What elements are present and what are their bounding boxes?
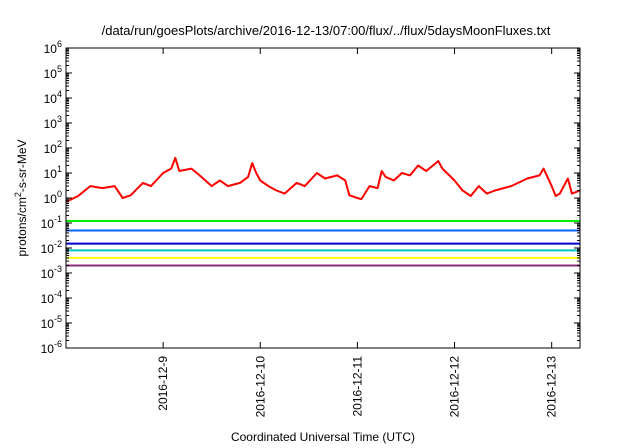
y-tick-label: 10-5 <box>41 314 62 331</box>
y-tick-label: 106 <box>44 39 62 56</box>
x-tick-label: 2016-12-10 <box>253 356 267 418</box>
series-line <box>65 156 581 203</box>
y-tick-label: 10-4 <box>41 289 62 306</box>
y-tick-label: 103 <box>44 114 62 131</box>
plot-frame <box>65 47 581 349</box>
y-tick-label: 104 <box>44 89 62 106</box>
y-tick-label: 10-3 <box>41 264 62 281</box>
x-tick-label: 2016-12-13 <box>545 356 559 418</box>
y-tick-label: 10-1 <box>41 214 62 231</box>
series-layer <box>65 156 581 267</box>
y-axis-label: protons/cm2-s-sr-MeV <box>13 139 29 256</box>
x-tick-label: 2016-12-11 <box>350 356 364 417</box>
y-tick-label: 101 <box>44 164 62 181</box>
y-tick-label: 10-6 <box>41 339 62 356</box>
x-axis-label: Coordinated Universal Time (UTC) <box>231 430 415 444</box>
axis-layer: 10-6 10-5 10-4 10-3 10-2 10-1 100 101 102 103 104 1… <box>41 39 580 417</box>
y-tick-label: 100 <box>44 189 62 206</box>
y-tick-label: 105 <box>44 64 62 81</box>
x-tick-label: 2016-12-12 <box>448 356 462 418</box>
x-tick-label: 2016-12-9 <box>156 356 170 411</box>
y-tick-label: 102 <box>44 139 62 156</box>
y-tick-label: 10-2 <box>41 239 62 256</box>
chart-title: /data/run/goesPlots/archive/2016-12-13/0… <box>102 23 551 38</box>
